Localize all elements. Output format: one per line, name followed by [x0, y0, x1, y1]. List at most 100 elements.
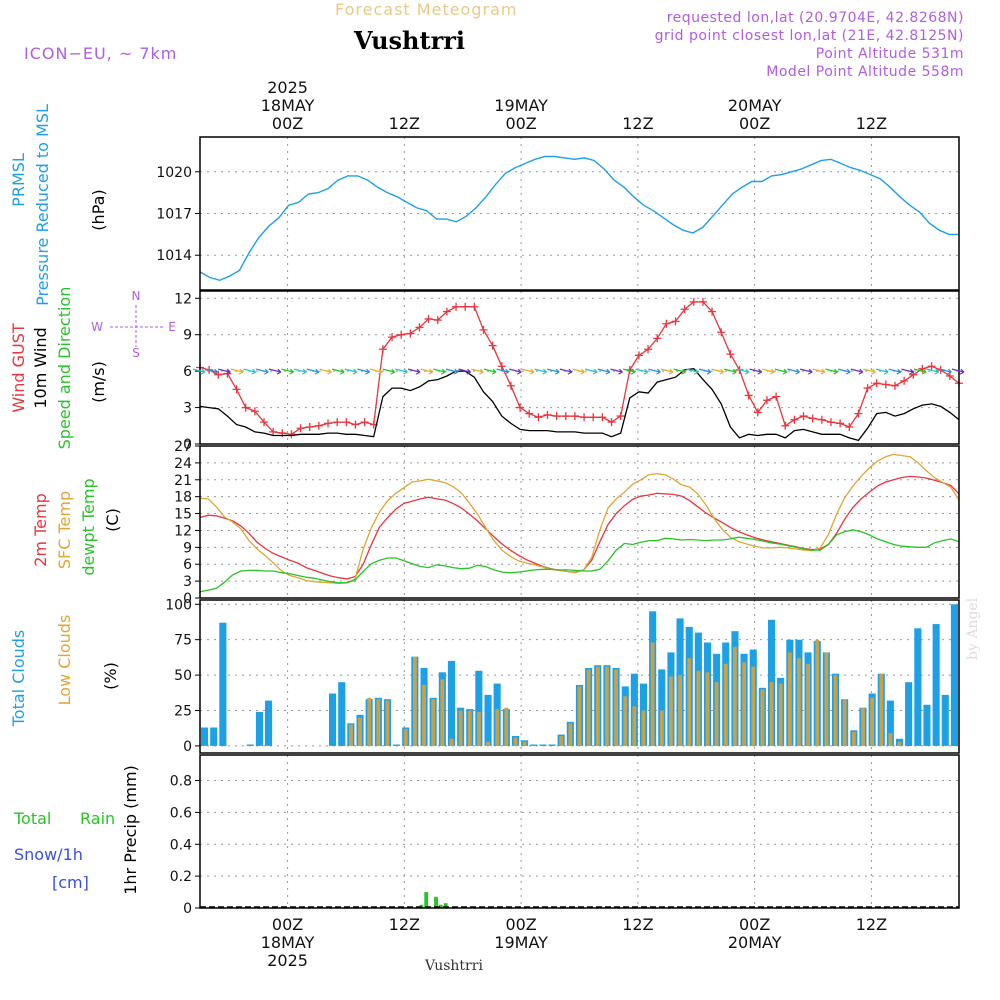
- pressure-unit: (hPa): [89, 189, 108, 230]
- y-tick-label: 9: [183, 540, 192, 556]
- low-clouds-bar: [385, 700, 390, 746]
- gust-marker: [662, 319, 671, 328]
- wind-arrow: [433, 368, 446, 375]
- low-clouds-bar: [358, 717, 362, 746]
- top-time-label: 12Z: [389, 114, 420, 133]
- low-clouds-bar: [861, 707, 865, 746]
- wind-arrow: [838, 368, 851, 375]
- low-clouds-bar: [669, 676, 673, 746]
- wind-arrow: [901, 368, 914, 375]
- gust-marker: [845, 423, 854, 431]
- precip-unit: 1hr Precip (mm): [121, 765, 140, 895]
- gust-marker: [817, 415, 826, 424]
- gust-marker: [836, 419, 845, 428]
- top-time-label: 00Z: [739, 114, 770, 133]
- y-tick-label: 1017: [156, 207, 192, 223]
- wind-arrow: [572, 368, 585, 375]
- gust-marker: [863, 384, 872, 393]
- top-time-label: 20MAY: [728, 96, 782, 115]
- panel-frame: [199, 445, 960, 599]
- y-tick-label: 50: [174, 668, 192, 684]
- total-clouds-bar: [219, 622, 227, 746]
- wind-arrow: [812, 368, 826, 375]
- precip-cm-label: [cm]: [52, 873, 89, 892]
- total-clouds-bar: [265, 700, 273, 746]
- top-time-label: 2025: [267, 78, 308, 97]
- low-clouds-bar: [769, 682, 774, 746]
- dewpt-temp-line: [199, 529, 960, 593]
- compass-south: S: [132, 346, 140, 360]
- compass-west: W: [91, 320, 103, 334]
- gust-marker: [525, 409, 534, 418]
- y-tick-label: 9: [183, 328, 192, 344]
- gust-marker: [900, 376, 909, 385]
- gust-marker: [250, 407, 259, 416]
- gust-marker: [570, 412, 579, 421]
- low-clouds-bar: [367, 697, 372, 746]
- low-clouds-bar: [449, 738, 454, 746]
- total-rain-bar: [438, 904, 443, 908]
- low-clouds-bar: [605, 666, 609, 746]
- gust-marker: [753, 408, 762, 417]
- wind-arrow: [319, 368, 332, 375]
- gust-marker: [790, 415, 799, 424]
- requested-coords: requested lon,lat (20.9704E, 42.8268N): [666, 10, 964, 26]
- low-clouds-bar: [696, 670, 701, 746]
- compass-cross: [110, 305, 165, 347]
- wind-arrow: [610, 368, 623, 375]
- gust-marker: [717, 328, 726, 337]
- low-clouds-bar: [568, 723, 573, 746]
- bottom-time-label: 20MAY: [728, 933, 782, 952]
- grid-point-coords: grid point closest lon,lat (21E, 42.8125…: [654, 28, 964, 44]
- panel-precip: 0 0.2 0.4 0.6 0.8: [170, 754, 960, 917]
- wind-arrow: [913, 368, 927, 375]
- total-clouds-bar: [932, 624, 940, 746]
- low-clouds-bar: [595, 666, 600, 746]
- model-label: ICON−EU, ~ 7km: [24, 44, 178, 63]
- wind-arrow: [218, 368, 231, 375]
- low-clouds-bar: [641, 710, 646, 746]
- wind-arrow: [357, 368, 370, 375]
- bottom-time-label: 12Z: [622, 915, 653, 934]
- low-clouds-bar: [559, 736, 564, 746]
- panel-frame: [199, 754, 960, 909]
- wind-arrow: [547, 368, 560, 375]
- low-clouds-bar: [431, 699, 436, 746]
- low-clouds-bar: [714, 682, 719, 746]
- total-clouds-bar: [201, 727, 209, 746]
- wind-arrow: [243, 368, 257, 375]
- wind-arrow: [521, 368, 535, 375]
- point-altitude: Point Altitude 531m: [815, 46, 964, 62]
- bottom-time-label: 00Z: [505, 915, 536, 934]
- model-point-altitude: Model Point Altitude 558m: [766, 64, 964, 80]
- y-tick-label: 3: [183, 574, 192, 590]
- wind-10m-label: 10m Wind: [31, 327, 50, 408]
- station-name: Vushtrri: [354, 26, 465, 55]
- low-clouds-bar: [751, 666, 756, 746]
- gust-marker: [607, 418, 616, 427]
- gust-marker: [442, 307, 451, 316]
- pressure-line: [199, 155, 959, 282]
- wind-arrow: [382, 368, 396, 375]
- y-tick-label: 3: [183, 401, 192, 417]
- wind-arrow: [698, 368, 712, 375]
- wind-arrow: [939, 368, 952, 375]
- 2m-temp-line: [199, 475, 960, 580]
- gust-marker: [634, 351, 643, 360]
- total-clouds-bar: [886, 700, 894, 746]
- low-clouds-bar: [687, 658, 692, 746]
- precip-snow-label: Snow/1h: [14, 845, 83, 864]
- gust-marker: [854, 409, 863, 418]
- gust-marker: [314, 421, 323, 430]
- pressure-label-long: Pressure Reduced to MSL: [33, 104, 52, 306]
- total-clouds-bar: [905, 682, 913, 746]
- y-tick-label: 75: [174, 633, 192, 649]
- bottom-time-label: 19MAY: [494, 933, 548, 952]
- gust-marker: [287, 430, 296, 439]
- chart-title: Forecast Meteogram: [335, 0, 518, 19]
- panel-clouds: 0 25 50 75 100: [165, 597, 960, 755]
- top-time-label: 18MAY: [261, 96, 315, 115]
- gust-marker: [342, 418, 351, 427]
- top-time-label: 12Z: [856, 114, 887, 133]
